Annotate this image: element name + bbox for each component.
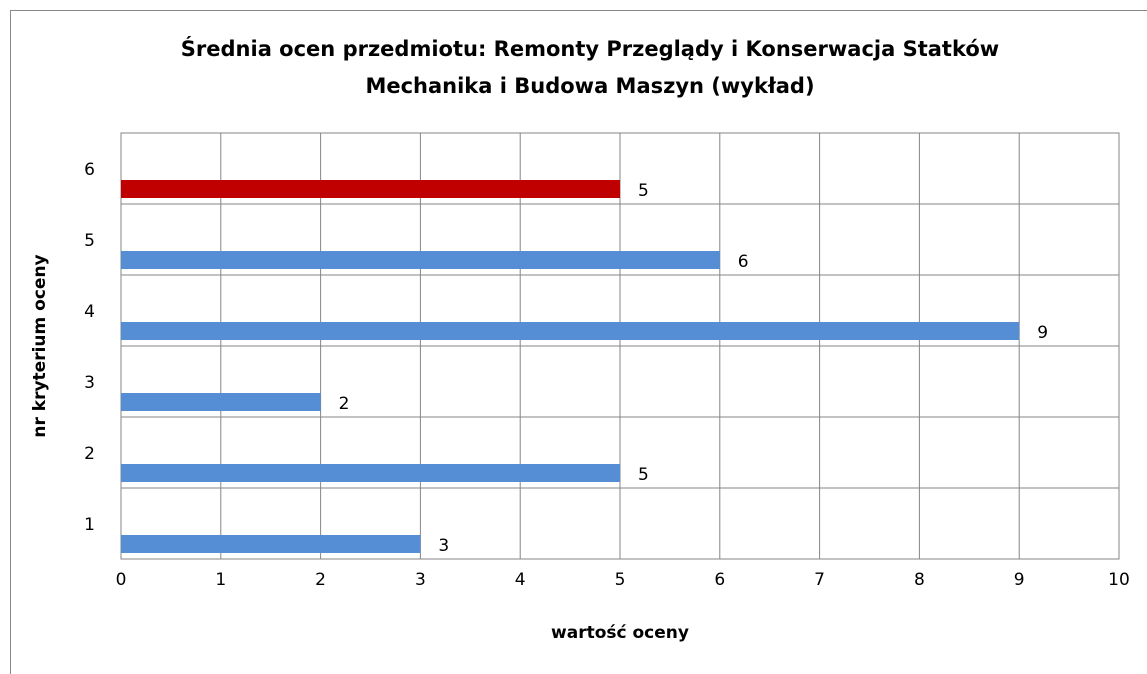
bar — [121, 322, 1020, 340]
chart-frame — [10, 10, 1147, 674]
x-tick-label: 5 — [615, 570, 626, 590]
x-tick-label: 0 — [116, 570, 127, 590]
bar — [121, 251, 720, 269]
y-tick-label: 6 — [84, 160, 95, 180]
bar — [121, 535, 421, 553]
value-label: 5 — [638, 465, 649, 485]
x-tick-label: 9 — [1014, 570, 1025, 590]
bar — [121, 180, 620, 198]
x-axis-label: wartość oceny — [551, 623, 689, 643]
y-tick-label: 4 — [84, 302, 95, 322]
y-tick-label: 5 — [84, 231, 95, 251]
value-label: 5 — [638, 181, 649, 201]
y-tick-label: 3 — [84, 373, 95, 393]
x-tick-label: 10 — [1108, 570, 1130, 590]
y-axis-label: nr kryterium oceny — [30, 254, 50, 437]
x-tick-label: 4 — [515, 570, 526, 590]
value-label: 3 — [438, 536, 449, 556]
value-label: 6 — [738, 252, 749, 272]
x-tick-label: 3 — [415, 570, 426, 590]
x-tick-label: 1 — [215, 570, 226, 590]
bar — [121, 393, 321, 411]
value-label: 2 — [339, 394, 350, 414]
chart-title: Średnia ocen przedmiotu: Remonty Przeglą… — [181, 36, 999, 61]
plot-border — [120, 132, 1120, 560]
bar — [121, 464, 620, 482]
value-label: 9 — [1037, 323, 1048, 343]
x-tick-label: 7 — [814, 570, 825, 590]
y-tick-label: 2 — [84, 444, 95, 464]
x-tick-label: 6 — [714, 570, 725, 590]
y-tick-label: 1 — [84, 515, 95, 535]
x-tick-label: 8 — [914, 570, 925, 590]
x-tick-label: 2 — [315, 570, 326, 590]
chart-title: Mechanika i Budowa Maszyn (wykład) — [365, 74, 814, 98]
